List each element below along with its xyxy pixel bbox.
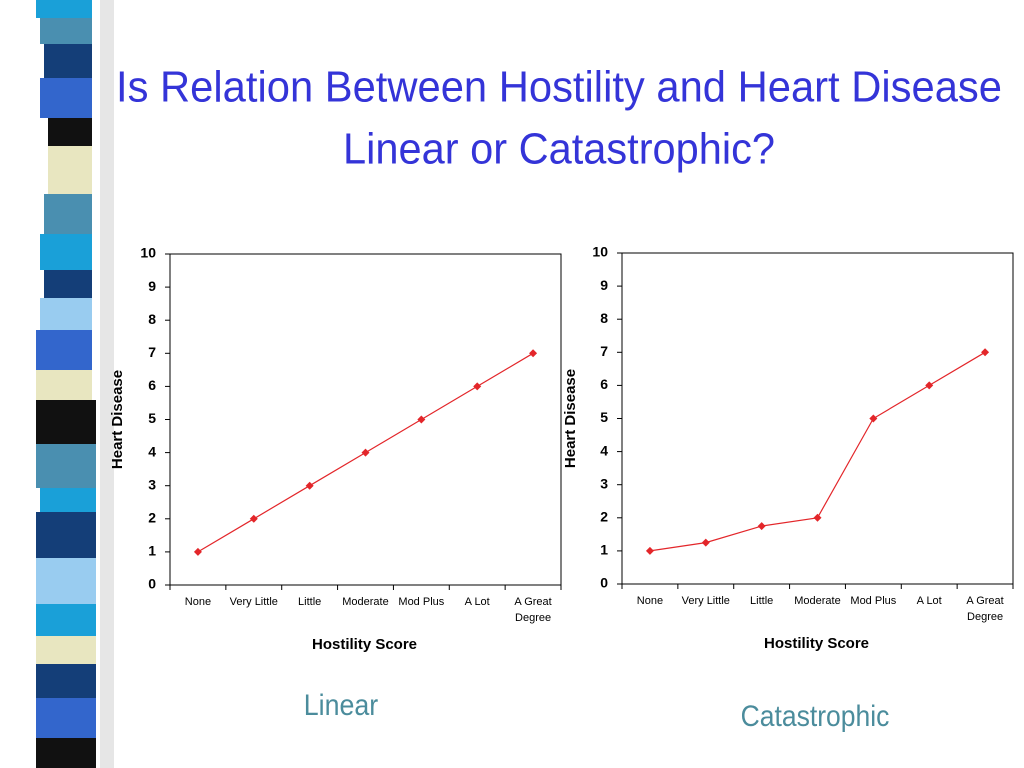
- y-axis-title: Heart Disease: [562, 369, 579, 468]
- y-tick-label: 9: [600, 277, 608, 293]
- x-tick-label: Moderate: [794, 595, 841, 607]
- data-point: [757, 522, 766, 531]
- data-point: [645, 546, 654, 555]
- x-tick-label: Mod Plus: [398, 596, 445, 608]
- data-point: [193, 547, 202, 556]
- decorative-stripe: [36, 0, 114, 768]
- y-tick-label: 2: [148, 510, 156, 526]
- y-tick-label: 0: [600, 575, 608, 591]
- data-point: [981, 348, 990, 357]
- x-tick-label: A Lot: [464, 596, 490, 608]
- x-tick-label: A Lot: [916, 595, 942, 607]
- y-tick-label: 10: [140, 245, 156, 261]
- y-tick-label: 0: [148, 576, 156, 592]
- y-tick-label: 5: [148, 410, 156, 426]
- slide-title: Linear or Catastrophic?: [343, 125, 775, 174]
- x-tick-label: None: [184, 596, 212, 608]
- y-tick-label: 3: [600, 475, 608, 491]
- plot-frame: [621, 252, 1014, 585]
- data-point: [249, 514, 258, 523]
- y-tick-label: 7: [600, 343, 608, 359]
- x-tick-label: A Great Degree: [966, 595, 1004, 623]
- y-tick-label: 2: [600, 509, 608, 525]
- y-tick-label: 4: [148, 443, 156, 459]
- plot-frame: [169, 253, 562, 586]
- data-point: [813, 513, 822, 522]
- data-point: [305, 481, 314, 490]
- x-tick-label: Little: [750, 595, 774, 607]
- x-tick-label: Little: [298, 596, 322, 608]
- data-point: [473, 382, 482, 391]
- y-tick-label: 10: [592, 244, 608, 260]
- data-point: [701, 538, 710, 547]
- slide-title: Is Relation Between Hostility and Heart …: [116, 63, 1002, 112]
- y-tick-label: 8: [148, 311, 156, 327]
- data-point: [529, 349, 538, 358]
- chart-caption: Catastrophic: [741, 700, 890, 733]
- x-tick-label: Mod Plus: [850, 595, 897, 607]
- x-tick-label: Very Little: [229, 596, 278, 608]
- y-tick-label: 4: [600, 442, 608, 458]
- y-tick-label: 9: [148, 278, 156, 294]
- x-axis-title: Hostility Score: [764, 635, 869, 652]
- data-point: [925, 381, 934, 390]
- x-tick-label: Moderate: [342, 596, 389, 608]
- y-tick-label: 6: [148, 377, 156, 393]
- y-axis-title: Heart Disease: [109, 370, 126, 469]
- chart-caption: Linear: [304, 689, 378, 722]
- x-tick-label: None: [636, 595, 664, 607]
- x-axis-title: Hostility Score: [312, 636, 417, 653]
- y-tick-label: 1: [148, 543, 156, 559]
- x-tick-label: A Great Degree: [514, 596, 552, 624]
- data-point: [361, 448, 370, 457]
- y-tick-label: 5: [600, 409, 608, 425]
- data-point: [869, 414, 878, 423]
- y-tick-label: 1: [600, 542, 608, 558]
- y-tick-label: 3: [148, 476, 156, 492]
- x-tick-label: Very Little: [681, 595, 730, 607]
- y-tick-label: 7: [148, 344, 156, 360]
- y-tick-label: 6: [600, 376, 608, 392]
- y-tick-label: 8: [600, 310, 608, 326]
- data-point: [417, 415, 426, 424]
